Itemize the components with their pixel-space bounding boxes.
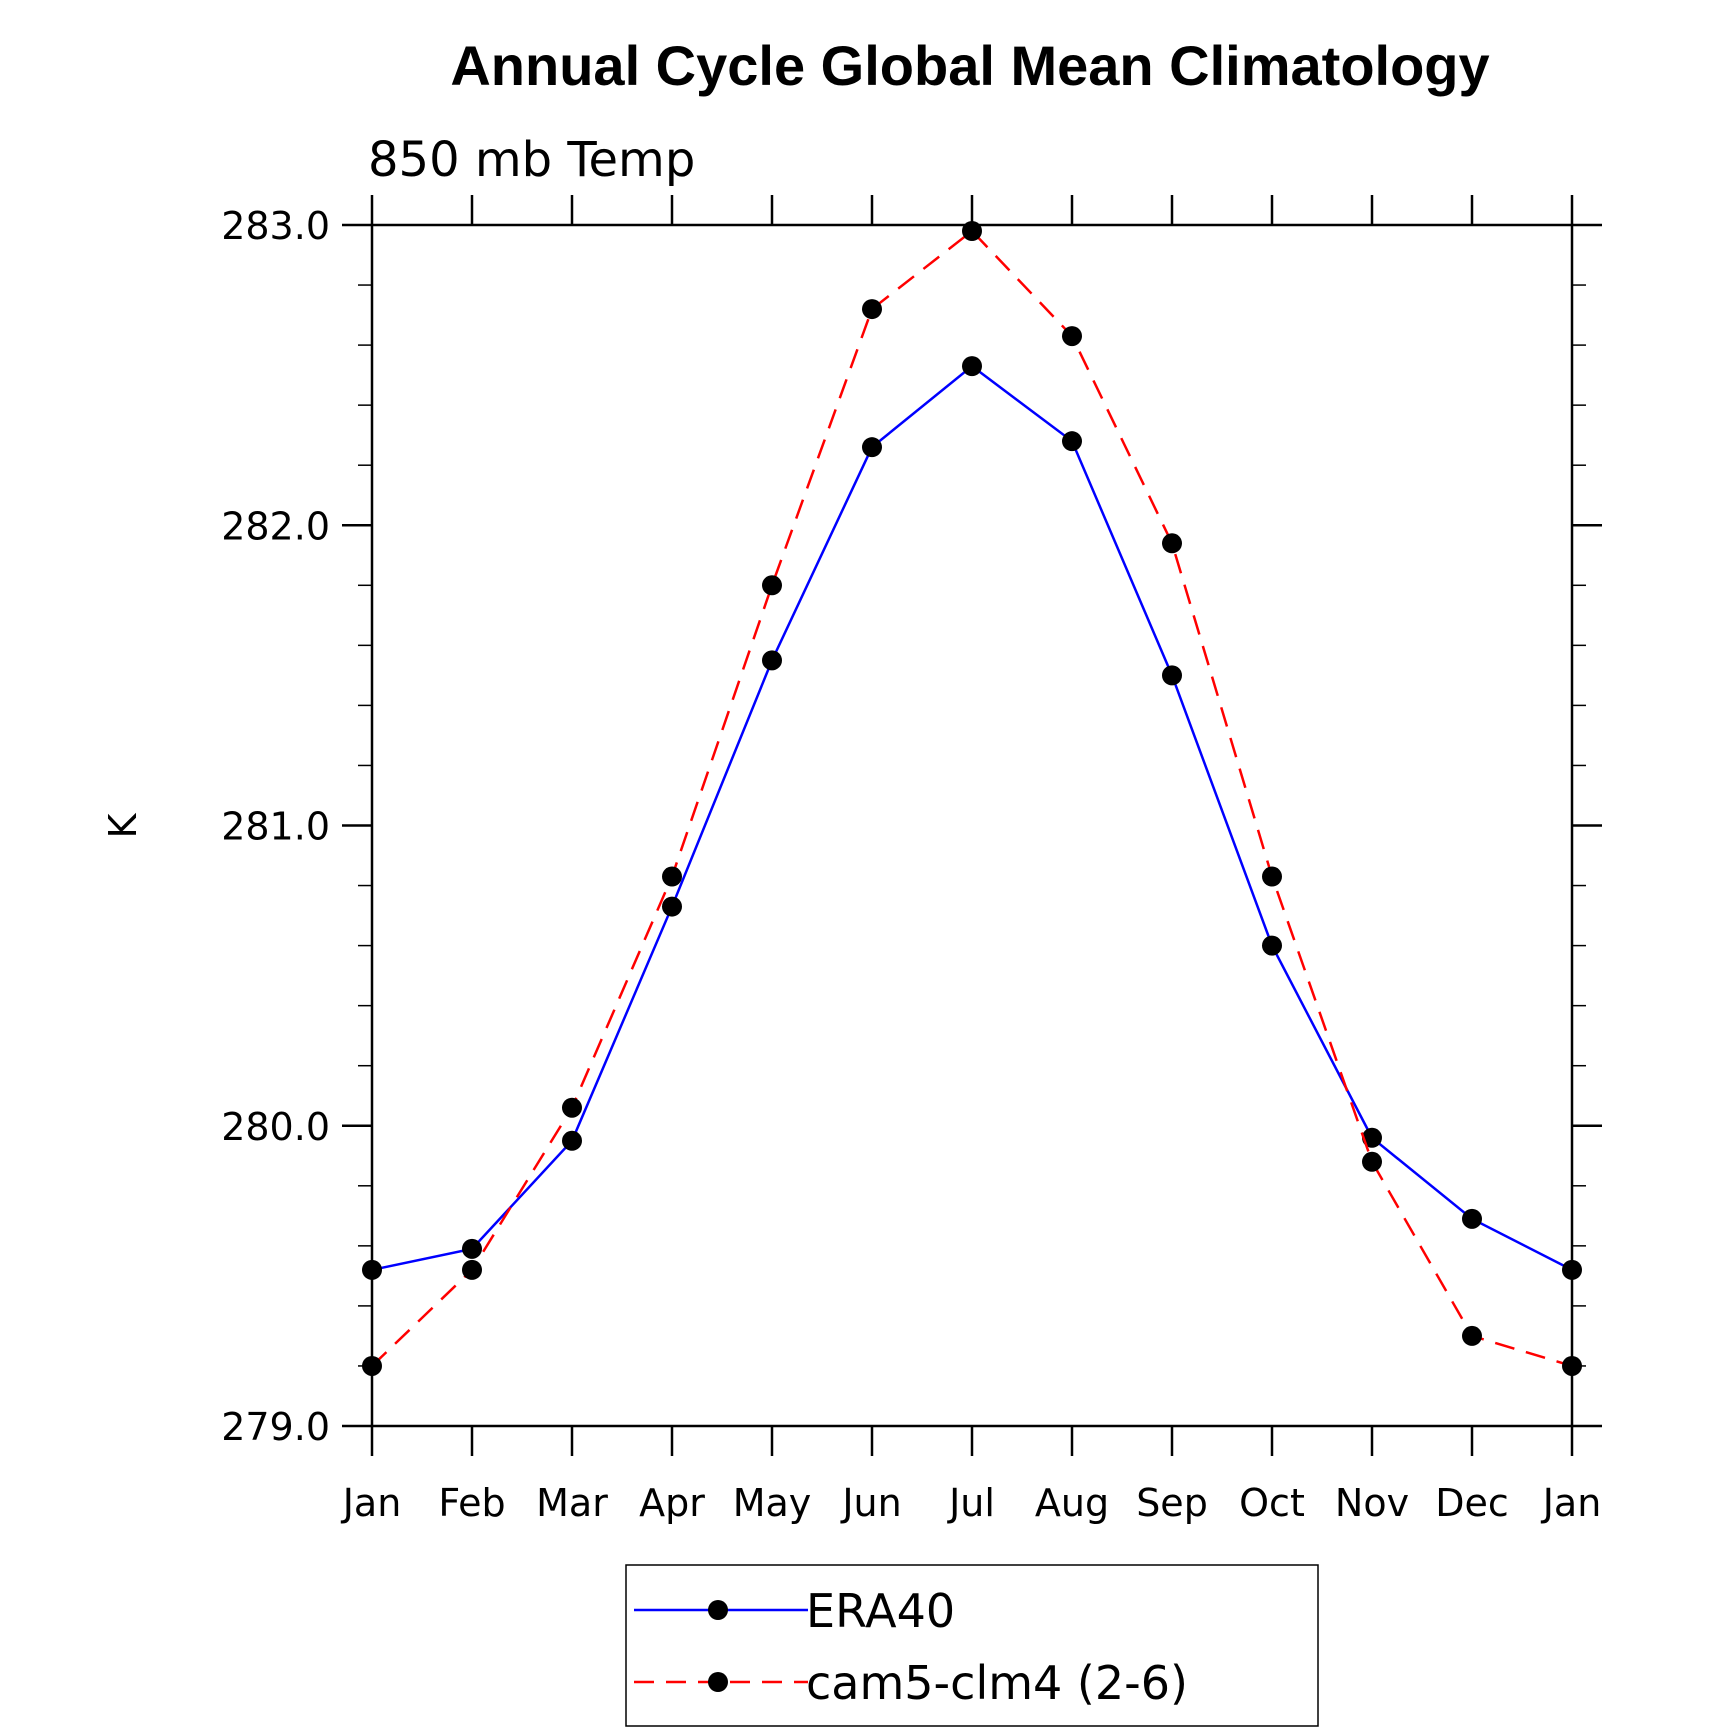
data-point-era40 xyxy=(862,437,882,458)
data-point-era40 xyxy=(562,1130,582,1151)
y-tick-label: 282.0 xyxy=(221,504,330,548)
data-point-cam5-clm4-2-6 xyxy=(662,866,682,887)
x-tick-label: Aug xyxy=(1035,1481,1109,1525)
x-tick-label: May xyxy=(733,1481,812,1525)
y-tick-marks xyxy=(342,223,1602,1428)
data-point-era40 xyxy=(462,1238,482,1259)
x-tick-label: Mar xyxy=(536,1481,608,1525)
x-tick-label: Oct xyxy=(1239,1481,1305,1525)
data-point-cam5-clm4-2-6 xyxy=(462,1259,482,1280)
data-point-cam5-clm4-2-6 xyxy=(1162,533,1182,554)
chart-subtitle: 850 mb Temp xyxy=(368,132,695,188)
x-tick-label: Jan xyxy=(341,1481,402,1525)
y-tick-label: 281.0 xyxy=(221,805,330,849)
data-point-cam5-clm4-2-6 xyxy=(1262,866,1282,887)
data-point-cam5-clm4-2-6 xyxy=(862,299,882,320)
y-tick-label: 280.0 xyxy=(221,1105,330,1149)
data-point-cam5-clm4-2-6 xyxy=(1462,1325,1482,1346)
x-tick-label: Sep xyxy=(1136,1481,1208,1525)
data-point-cam5-clm4-2-6 xyxy=(562,1097,582,1118)
legend-entry-cam5-clm4: cam5-clm4 (2-6) xyxy=(634,1656,1188,1710)
legend-box xyxy=(625,1564,1319,1727)
data-point-era40 xyxy=(762,650,782,671)
x-tick-labels: Jan Feb Mar Apr May Jun Jul Aug Sep Oct Nov Dec Jan xyxy=(341,1481,1602,1525)
data-point-era40 xyxy=(962,356,982,377)
legend-label-era40: ERA40 xyxy=(806,1584,955,1638)
data-point-era40 xyxy=(662,896,682,917)
x-tick-label: Dec xyxy=(1435,1481,1509,1525)
data-point-era40 xyxy=(1362,1127,1382,1148)
data-point-era40 xyxy=(1162,665,1182,686)
x-tick-label: Nov xyxy=(1335,1481,1409,1525)
y-tick-labels: 279.0 280.0 281.0 282.0 283.0 xyxy=(221,204,330,1449)
legend-entry-era40: ERA40 xyxy=(634,1584,955,1638)
x-tick-label: Feb xyxy=(438,1481,505,1525)
y-tick-label: 283.0 xyxy=(221,204,330,248)
data-point-era40 xyxy=(1062,431,1082,452)
data-point-cam5-clm4-2-6 xyxy=(762,575,782,596)
series-line-cam5-clm4-2-6 xyxy=(371,229,1573,1368)
y-tick-label: 279.0 xyxy=(221,1405,330,1449)
x-tick-label: Jul xyxy=(947,1481,995,1525)
data-point-cam5-clm4-2-6 xyxy=(1362,1151,1382,1172)
y-axis-label: K xyxy=(101,812,145,838)
legend: ERA40 cam5-clm4 (2-6) xyxy=(625,1564,1319,1727)
data-point-era40 xyxy=(1262,935,1282,956)
x-tick-marks xyxy=(370,195,1574,1456)
data-point-era40 xyxy=(1462,1208,1482,1229)
legend-label-cam5-clm4: cam5-clm4 (2-6) xyxy=(806,1656,1188,1710)
x-tick-label: Jan xyxy=(1541,1481,1602,1525)
x-tick-label: Jun xyxy=(840,1481,901,1525)
series-line-era40 xyxy=(371,364,1573,1272)
legend-marker-era40 xyxy=(708,1600,728,1620)
chart-title: Annual Cycle Global Mean Climatology xyxy=(450,34,1489,97)
data-point-cam5-clm4-2-6 xyxy=(1062,326,1082,347)
series-layer xyxy=(362,221,1582,1376)
plot-frame xyxy=(370,223,1574,1428)
legend-marker-cam5-clm4 xyxy=(708,1672,728,1692)
x-tick-label: Apr xyxy=(639,1481,705,1525)
